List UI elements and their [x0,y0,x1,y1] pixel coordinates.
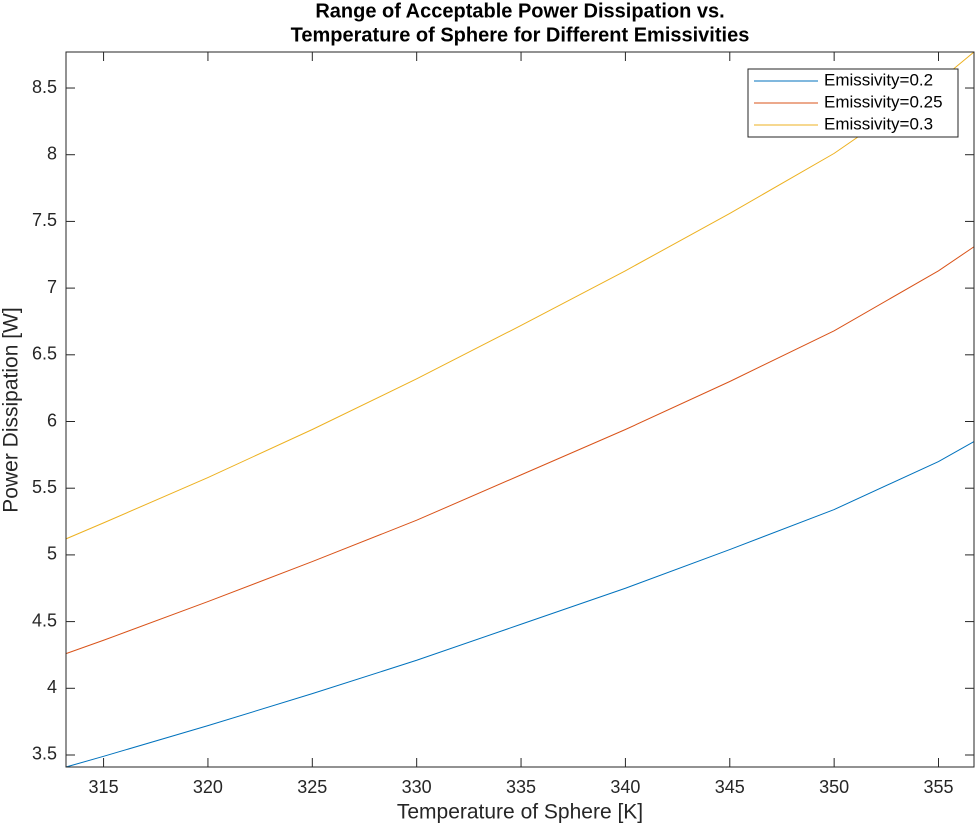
axes-frame [65,51,975,768]
legend-label: Emissivity=0.25 [824,92,943,111]
x-tick-label: 335 [506,777,536,797]
y-tick-label: 4.5 [32,610,57,630]
y-tick-label: 8 [47,143,57,163]
x-tick-label: 345 [715,777,745,797]
legend-label: Emissivity=0.2 [824,70,933,89]
y-tick-label: 6.5 [32,344,57,364]
chart-title: Range of Acceptable Power Dissipation vs… [315,0,724,22]
x-tick-label: 355 [923,777,953,797]
y-axis-label: Power Dissipation [W] [0,307,23,512]
data-line [65,441,975,768]
y-tick-label: 7.5 [32,210,57,230]
legend-label: Emissivity=0.3 [824,114,933,133]
x-tick-label: 330 [402,777,432,797]
y-tick-label: 7 [47,277,57,297]
y-tick-label: 6 [47,410,57,430]
x-axis-label: Temperature of Sphere [K] [397,801,643,824]
y-tick-label: 4 [47,677,57,697]
y-tick-label: 3.5 [32,744,57,764]
y-tick-label: 5 [47,544,57,564]
chart-title: Temperature of Sphere for Different Emis… [291,24,750,46]
y-tick-label: 8.5 [32,77,57,97]
x-tick-label: 325 [297,777,327,797]
x-tick-label: 340 [610,777,640,797]
x-tick-label: 350 [819,777,849,797]
y-tick-label: 5.5 [32,477,57,497]
x-tick-label: 320 [193,777,223,797]
data-line [65,246,975,655]
x-tick-label: 315 [89,777,119,797]
